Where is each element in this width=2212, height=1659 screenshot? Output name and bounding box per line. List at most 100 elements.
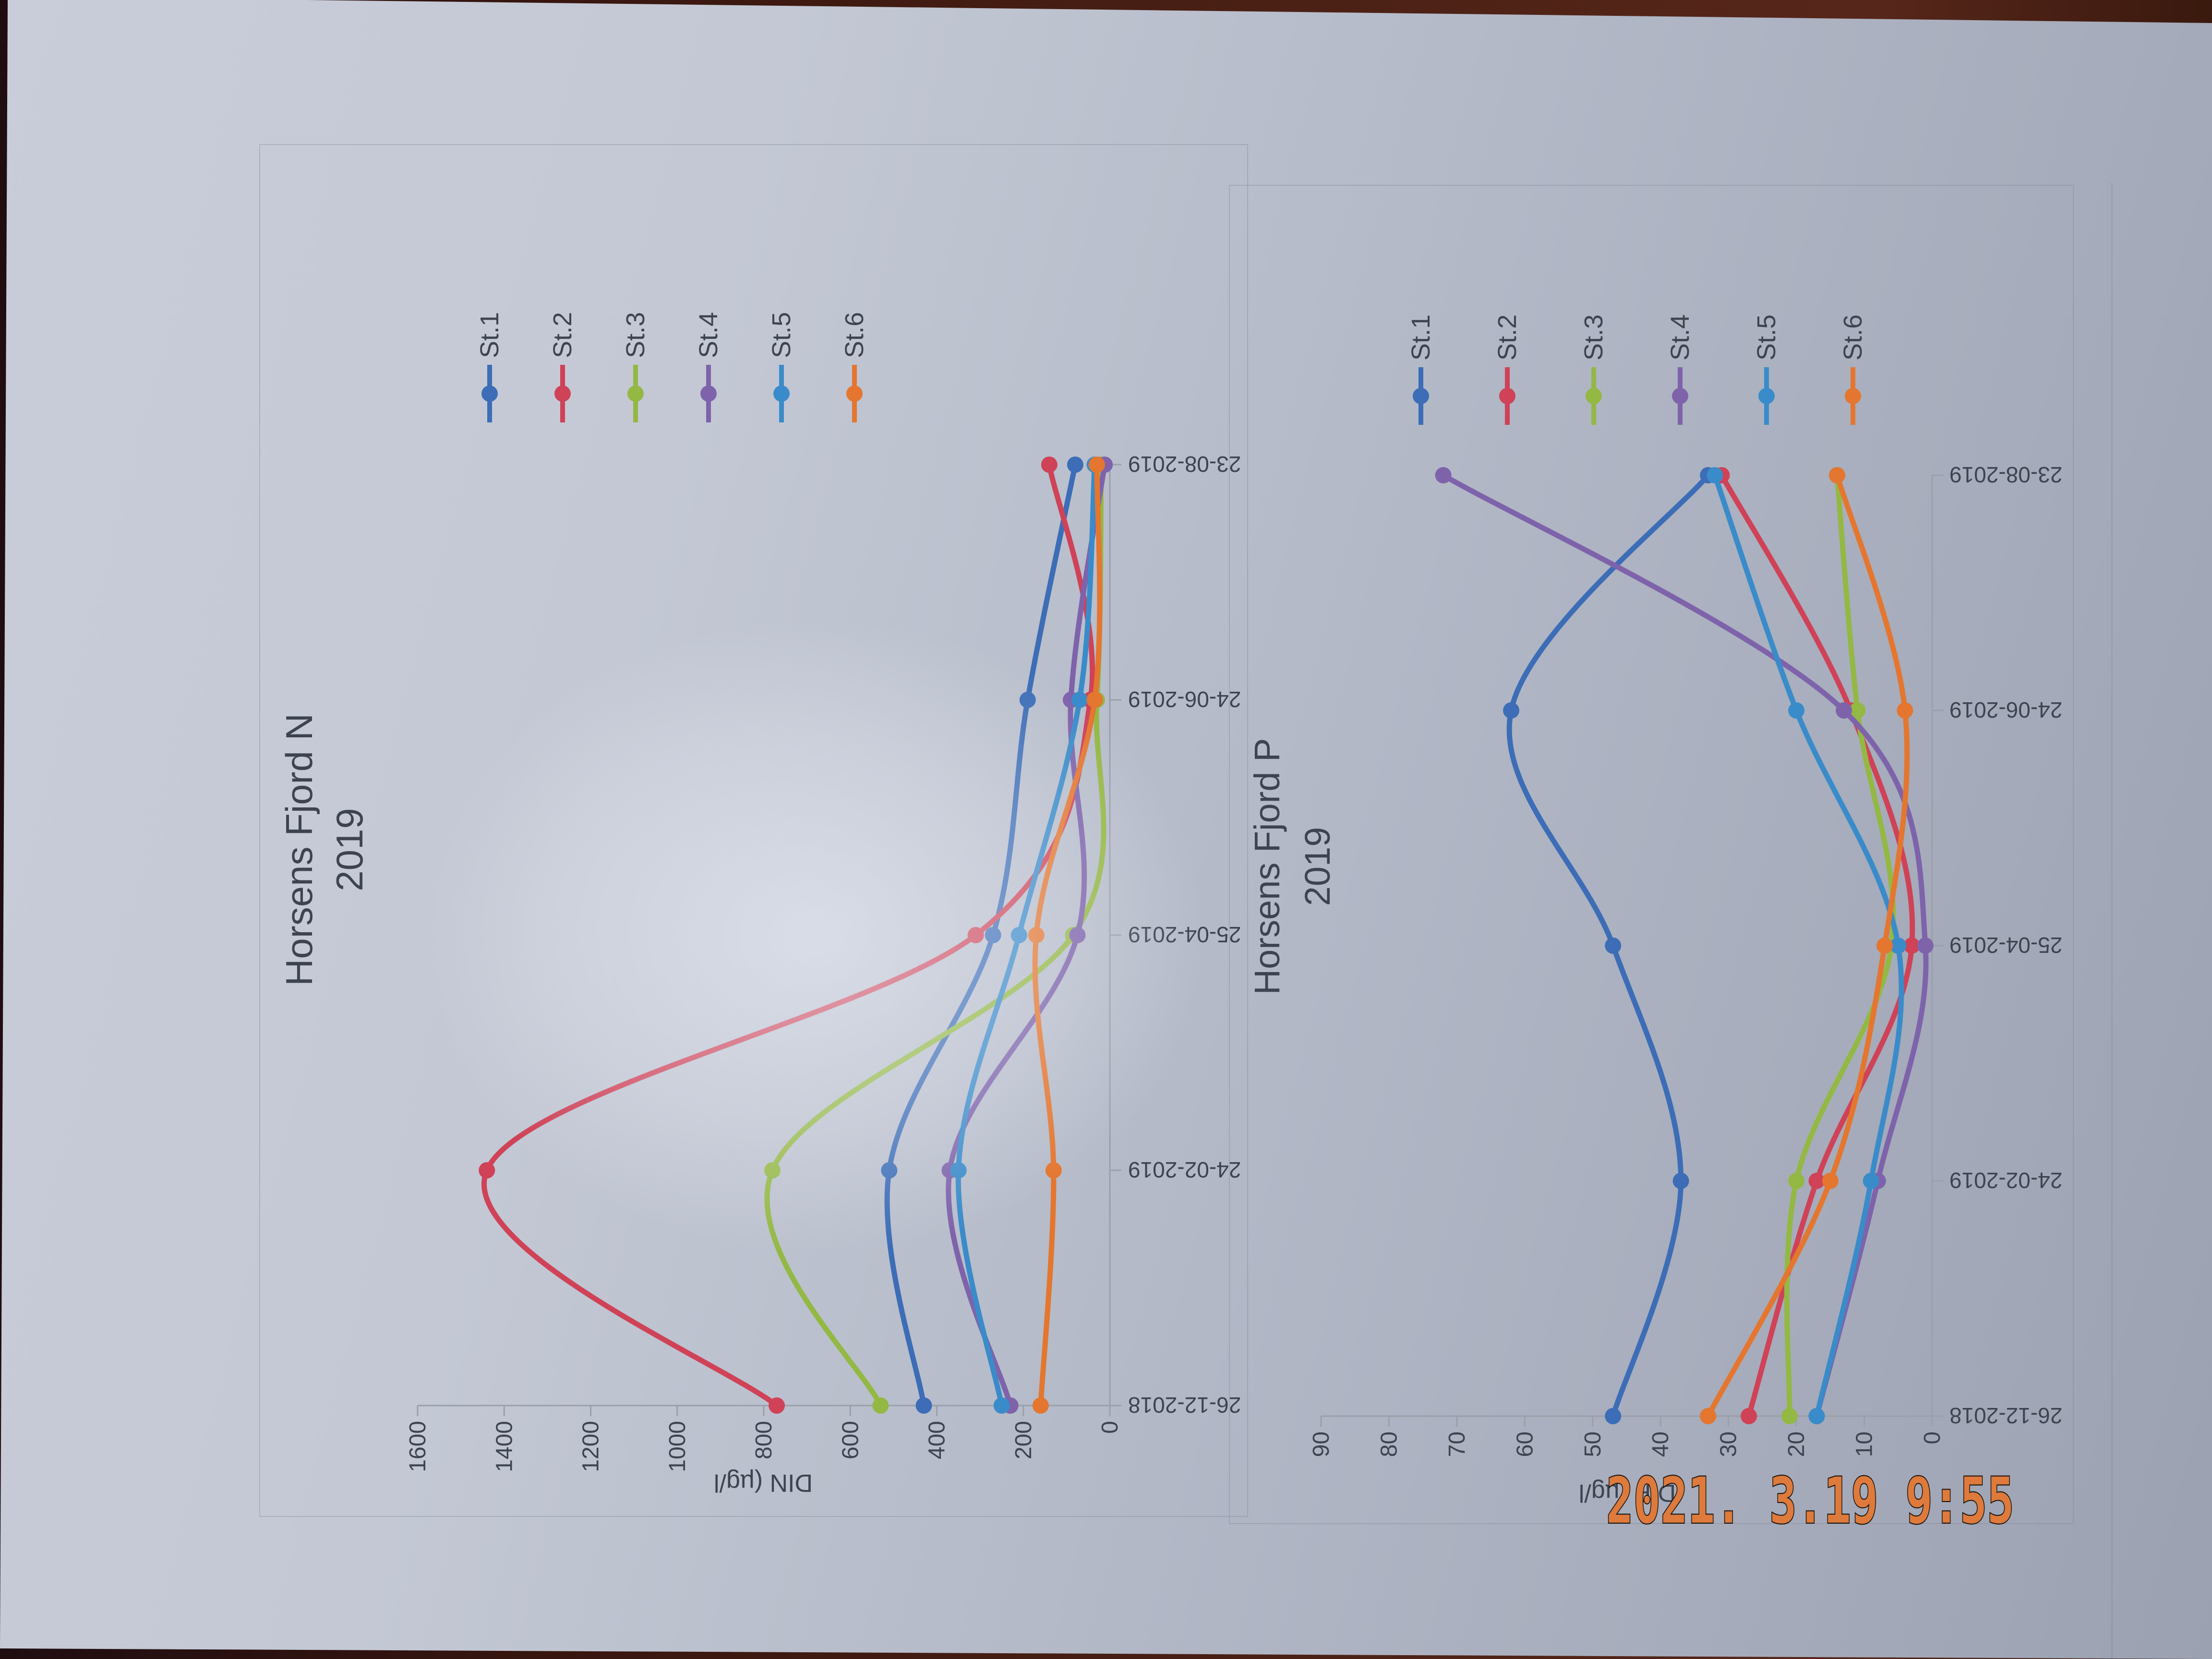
y-tick-label: 20: [1784, 1431, 1809, 1457]
legend-marker-dot: [1413, 388, 1429, 404]
legend-marker-dot: [1845, 388, 1861, 404]
camera-timestamp-text: 2021. 3.19 9:55: [1606, 1469, 2014, 1538]
y-tick-label: 50: [1580, 1431, 1606, 1457]
chart-area-border: [1229, 185, 2074, 1524]
y-axis-title: DIN (µg/l: [714, 1469, 813, 1497]
series-marker-st6: [1700, 1408, 1717, 1424]
legend-label: St.5: [767, 312, 796, 358]
series-marker-st4: [1917, 938, 1934, 954]
series-marker-st5: [1707, 467, 1723, 483]
series-marker-st6: [1876, 938, 1893, 954]
legend-entry-st6: St.6: [840, 312, 869, 422]
y-tick-label: 40: [1648, 1431, 1673, 1457]
legend-label: St.4: [694, 312, 723, 358]
chart-title-year: 2019: [328, 808, 371, 891]
legend-label: St.1: [1407, 314, 1435, 361]
legend-marker-dot: [1586, 388, 1602, 404]
y-tick-label: 400: [925, 1421, 950, 1459]
legend-marker-dot: [700, 385, 717, 402]
series-marker-st3: [1781, 1408, 1798, 1424]
series-line-st1: [1506, 472, 1711, 1419]
y-tick-label: 200: [1011, 1421, 1036, 1459]
chart-title-year: 2019: [1298, 827, 1337, 906]
legend-marker-dot: [773, 385, 790, 402]
y-tick-label: 0: [1097, 1421, 1123, 1434]
legend-entry-st3: St.3: [621, 312, 650, 422]
legend-entry-st3: St.3: [1579, 314, 1608, 425]
series-marker-st3: [872, 1397, 889, 1414]
series-marker-st1: [1605, 938, 1622, 954]
y-tick-label: 60: [1512, 1431, 1538, 1457]
legend-label: St.1: [475, 312, 504, 358]
legend-marker-dot: [1758, 388, 1775, 404]
series-marker-st1: [915, 1397, 932, 1414]
legend-entry-st4: St.4: [1666, 314, 1695, 425]
series-marker-st5: [1788, 702, 1805, 719]
y-tick-label: 0: [1920, 1431, 1945, 1444]
x-axis-date-label: 23-08-2019: [1949, 462, 2062, 487]
y-tick-label: 80: [1376, 1431, 1402, 1457]
legend-marker-dot: [481, 385, 498, 402]
x-axis-date-label: 26-12-2018: [1128, 1393, 1241, 1418]
legend-entry-st5: St.5: [1752, 314, 1781, 425]
series-marker-st3: [1788, 1173, 1805, 1189]
legend-label: St.2: [548, 312, 577, 358]
legend-label: St.3: [1579, 314, 1608, 361]
legend-entry-st5: St.5: [767, 312, 796, 422]
x-axis-date-label: 23-08-2019: [1128, 452, 1241, 477]
series-marker-st1: [1067, 457, 1083, 473]
series-marker-st2: [1041, 457, 1058, 473]
series-marker-st1: [1672, 1173, 1689, 1189]
series-marker-st3: [1849, 702, 1866, 719]
chart-horsens-fjord-n: Horsens Fjord N 2019 0 200 400 600 800 1000 1200…: [259, 144, 1248, 1517]
legend-marker-dot: [846, 385, 863, 402]
series-marker-st2: [1741, 1408, 1757, 1424]
legend-label: St.4: [1666, 314, 1695, 361]
x-axis-date-label: 26-12-2018: [1949, 1403, 2062, 1428]
series-marker-st5: [1808, 1408, 1825, 1424]
y-tick-label: 1600: [405, 1421, 431, 1472]
legend-marker-dot: [554, 385, 571, 402]
legend-label: St.2: [1493, 314, 1522, 361]
series-marker-st6: [1032, 1397, 1049, 1414]
legend-label: St.5: [1752, 314, 1781, 361]
chart-area-border: [259, 144, 1248, 1517]
series-marker-st2: [1808, 1173, 1825, 1189]
legend-marker-dot: [1672, 388, 1688, 404]
series-marker-st1: [1503, 702, 1520, 719]
y-tick-label: 90: [1309, 1431, 1334, 1457]
series-marker-st4: [1435, 467, 1452, 483]
y-tick-label: 600: [838, 1421, 863, 1459]
series-marker-st5: [993, 1397, 1010, 1414]
legend-label: St.6: [1839, 314, 1867, 361]
legend-label: St.6: [840, 312, 869, 358]
legend-entry-st1: St.1: [475, 312, 504, 422]
chart-title: Horsens Fjord N: [278, 713, 320, 986]
y-tick-label: 70: [1444, 1431, 1470, 1457]
y-tick-label: 1000: [665, 1421, 690, 1472]
series-marker-st1: [1605, 1408, 1622, 1424]
legend-entry-st2: St.2: [548, 312, 577, 422]
paper-crease: [2111, 182, 2113, 1659]
legend-marker-dot: [1499, 388, 1515, 404]
series-marker-st6: [1828, 467, 1845, 483]
y-tick-label: 800: [751, 1421, 777, 1459]
series-marker-st6: [1088, 457, 1105, 473]
series-marker-st5: [1890, 938, 1907, 954]
y-tick-label: 30: [1716, 1431, 1742, 1457]
chart-horsens-fjord-p: Horsens Fjord P 2019 0 10 20 30 40 50 60 70 80 90 26…: [1229, 185, 2074, 1524]
chart-title: Horsens Fjord P: [1247, 738, 1287, 995]
legend-entry-st1: St.1: [1407, 314, 1435, 425]
dip-line-chart: Horsens Fjord P 2019 0 10 20 30 40 50 60 70 80 90 26…: [1247, 314, 2062, 1507]
y-axis-title: DIP (µg/l: [1579, 1479, 1676, 1507]
x-axis-date-label: 24-02-2019: [1949, 1168, 2062, 1193]
legend-entry-st4: St.4: [694, 312, 723, 422]
y-tick-label: 10: [1852, 1431, 1877, 1457]
legend-marker-dot: [627, 385, 644, 402]
y-tick-label: 1200: [578, 1421, 604, 1472]
series-marker-st2: [769, 1397, 785, 1414]
series-marker-st4: [1836, 702, 1852, 719]
series-line-st4: [1441, 472, 1929, 1419]
legend-entry-st6: St.6: [1839, 314, 1867, 425]
